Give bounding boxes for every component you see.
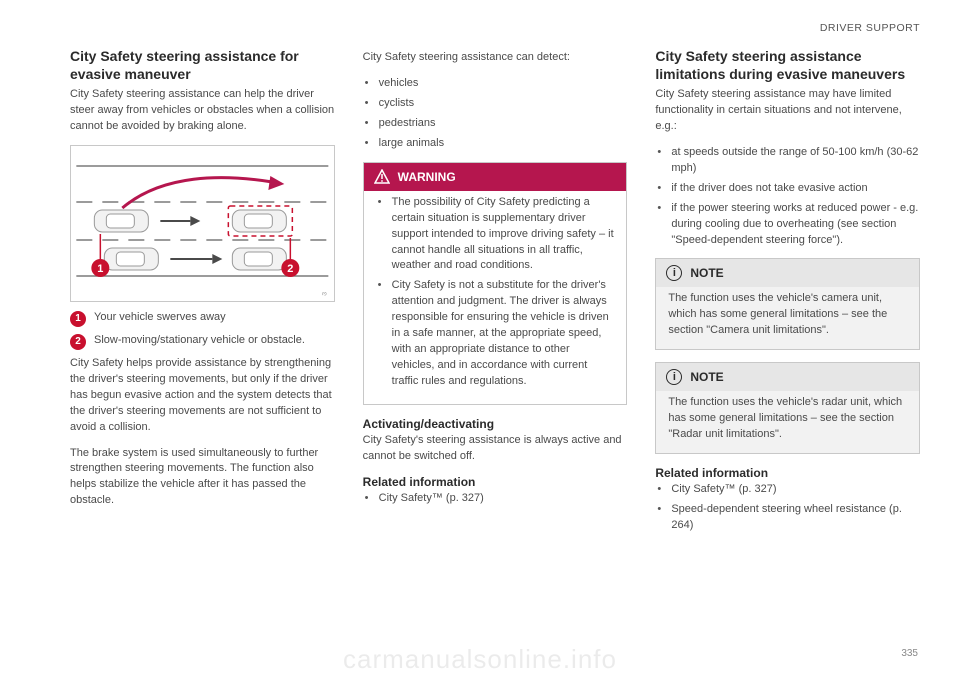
note-body: The function uses the vehicle's camera u… [656,287,919,349]
col1-p1: City Safety helps provide assistance by … [70,356,335,436]
col3-intro: City Safety steering assistance may have… [655,87,920,135]
figure-svg: 1 2 G030263 [71,146,334,296]
note-header: i NOTE [656,259,919,287]
col1-intro: City Safety steering assistance can help… [70,87,335,135]
note-label: NOTE [690,266,723,280]
legend-badge-2: 2 [70,334,86,350]
legend-text: Slow-moving/stationary vehicle or obstac… [94,333,305,348]
column-3: City Safety steering assistance limitati… [655,48,920,544]
list-item: City Safety™ (p. 327) [655,482,920,498]
note-box: i NOTE The function uses the vehicle's r… [655,362,920,454]
steering-figure: 1 2 G030263 [70,145,335,302]
car-icon [232,248,286,270]
car-icon [94,210,148,232]
col1-title: City Safety steering assistance for evas… [70,48,335,83]
car-icon [232,210,286,232]
list-item: if the driver does not take evasive acti… [655,181,920,197]
manual-page: DRIVER SUPPORT City Safety steering assi… [0,0,960,677]
header-section: DRIVER SUPPORT [70,22,920,34]
note-box: i NOTE The function uses the vehicle's c… [655,258,920,350]
note-header: i NOTE [656,363,919,391]
car-icon [104,248,158,270]
legend-row: 2 Slow-moving/stationary vehicle or obst… [70,333,335,350]
list-item: vehicles [363,76,628,92]
legend-row: 1 Your vehicle swerves away [70,310,335,327]
warning-box: WARNING The possibility of City Safety p… [363,162,628,405]
col3-title: City Safety steering assistance limitati… [655,48,920,83]
watermark: carmanualsonline.info [0,644,960,675]
figure-legend: 1 Your vehicle swerves away 2 Slow-movin… [70,310,335,350]
info-icon: i [666,265,682,281]
warning-label: WARNING [398,170,456,184]
related-heading: Related information [655,466,920,480]
warning-body: The possibility of City Safety predictin… [364,191,627,404]
list-item: City Safety is not a substitute for the … [376,278,615,390]
list-item: at speeds outside the range of 50-100 km… [655,145,920,177]
list-item: cyclists [363,96,628,112]
column-2: City Safety steering assistance can dete… [363,48,628,544]
col2-lead: City Safety steering assistance can dete… [363,50,628,66]
list-item: if the power steering works at reduced p… [655,201,920,249]
limits-list: at speeds outside the range of 50-100 km… [655,145,920,249]
svg-text:2: 2 [287,263,293,275]
list-item: large animals [363,136,628,152]
col1-p2: The brake system is used simultaneously … [70,446,335,510]
warning-icon [374,169,390,185]
activating-heading: Activating/deactivating [363,417,628,431]
list-item: The possibility of City Safety predictin… [376,195,615,275]
related-list: City Safety™ (p. 327) Speed-dependent st… [655,482,920,534]
column-1: City Safety steering assistance for evas… [70,48,335,544]
info-icon: i [666,369,682,385]
svg-text:G030263: G030263 [322,291,328,296]
svg-text:1: 1 [97,263,103,275]
columns: City Safety steering assistance for evas… [70,48,920,544]
note-label: NOTE [690,370,723,384]
list-item: Speed-dependent steering wheel resistanc… [655,502,920,534]
legend-text: Your vehicle swerves away [94,310,226,325]
warning-header: WARNING [364,163,627,191]
detect-list: vehicles cyclists pedestrians large anim… [363,76,628,152]
related-heading: Related information [363,475,628,489]
list-item: City Safety™ (p. 327) [363,491,628,507]
list-item: pedestrians [363,116,628,132]
page-number: 335 [901,648,918,659]
note-body: The function uses the vehicle's radar un… [656,391,919,453]
legend-badge-1: 1 [70,311,86,327]
activating-text: City Safety's steering assistance is alw… [363,433,628,465]
related-list: City Safety™ (p. 327) [363,491,628,507]
